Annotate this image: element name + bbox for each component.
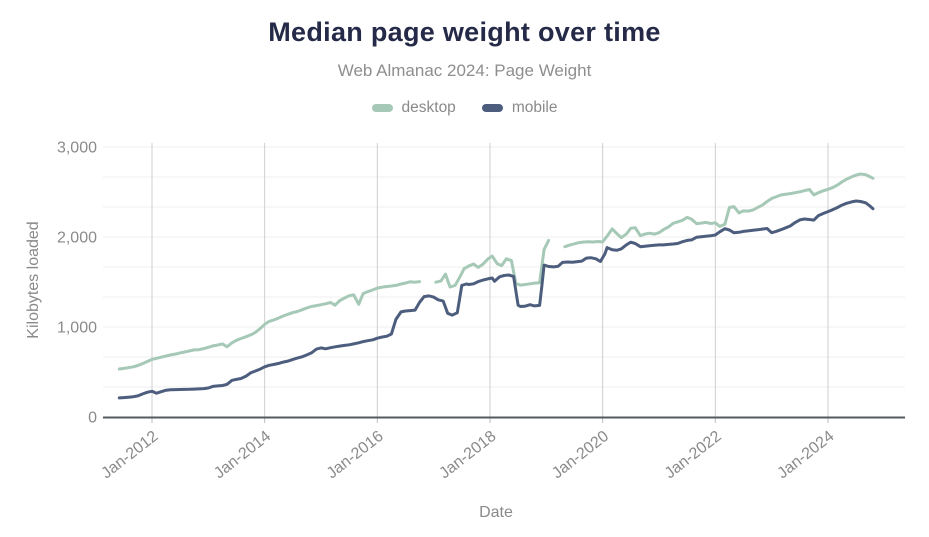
legend-swatch-mobile	[481, 104, 503, 112]
y-tick-label: 1,000	[57, 320, 97, 337]
x-tick-label: Jan-2016	[324, 428, 387, 483]
chart-title: Median page weight over time	[268, 17, 661, 47]
chart-subtitle: Web Almanac 2024: Page Weight	[337, 61, 592, 80]
y-tick-label: 2,000	[57, 230, 97, 247]
series-line-mobile	[117, 199, 875, 400]
x-tick-label: Jan-2020	[549, 428, 612, 483]
x-tick-label: Jan-2022	[662, 428, 725, 483]
legend-label-desktop: desktop	[401, 99, 456, 116]
legend-swatch-desktop	[371, 104, 393, 112]
x-axis-title: Date	[479, 504, 513, 521]
x-tick-label: Jan-2018	[436, 428, 499, 483]
legend-label-mobile: mobile	[511, 99, 558, 116]
series-line-desktop	[117, 172, 875, 371]
y-axis-title: Kilobytes loaded	[25, 221, 42, 338]
y-tick-label: 3,000	[57, 140, 97, 157]
x-tick-label: Jan-2024	[774, 428, 837, 483]
y-tick-label: 0	[88, 410, 97, 427]
legend-item-desktop[interactable]: desktop	[371, 99, 456, 117]
x-tick-label: Jan-2012	[98, 428, 161, 483]
chart-legend: desktop mobile	[0, 99, 929, 117]
legend-item-mobile[interactable]: mobile	[481, 99, 558, 117]
x-tick-label: Jan-2014	[211, 428, 274, 483]
